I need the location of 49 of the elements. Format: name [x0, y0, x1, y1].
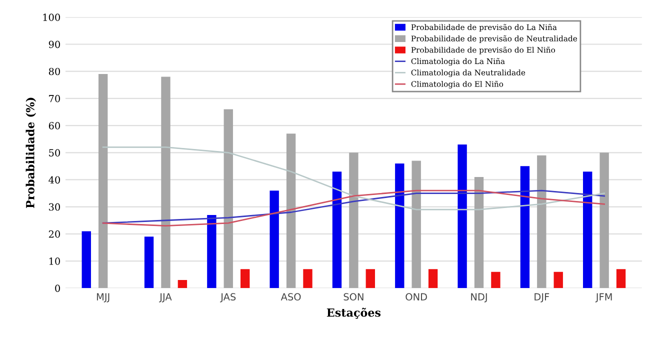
bar: [554, 272, 563, 288]
y-axis-title: Probabilidade (%): [26, 98, 36, 208]
y-tick-label: 60: [48, 122, 60, 130]
bar: [537, 155, 546, 288]
bar: [240, 269, 250, 288]
bar: [520, 166, 530, 288]
bar: [270, 190, 279, 288]
x-axis-title: Estações: [326, 308, 381, 319]
y-tick-label: 10: [49, 258, 60, 265]
bar: [161, 76, 170, 288]
x-tick-label: JAS: [220, 293, 236, 302]
x-tick-label: OND: [406, 293, 427, 301]
bar: [600, 152, 609, 288]
y-tick-label: 40: [48, 176, 60, 184]
bar: [178, 280, 188, 288]
x-tick-label: ASO: [280, 293, 301, 301]
bar: [349, 152, 358, 288]
x-tick-label: MJJ: [96, 293, 110, 302]
y-tick-label: 50: [49, 149, 60, 156]
bar: [303, 269, 312, 288]
y-tick-label: 90: [48, 40, 60, 48]
bar: [395, 163, 404, 288]
bar: [98, 74, 108, 288]
line-series: [102, 146, 606, 210]
x-tick-label: NDJ: [471, 293, 487, 302]
bar: [366, 269, 375, 288]
bar: [224, 109, 233, 288]
y-tick-label: 30: [49, 203, 60, 211]
x-tick-label: JFM: [595, 293, 612, 302]
x-tick-label: SON: [344, 293, 364, 301]
bar: [428, 269, 438, 288]
y-tick-label: 80: [48, 68, 60, 76]
x-tick-label: JJA: [159, 293, 172, 302]
bar: [332, 172, 342, 288]
bar: [474, 177, 484, 288]
bar: [616, 269, 626, 288]
bar: [491, 272, 500, 288]
bar: [207, 214, 216, 288]
y-tick-label: 20: [48, 230, 60, 238]
bar: [583, 172, 592, 288]
bar: [82, 231, 91, 288]
y-tick-label: 70: [49, 94, 60, 102]
bar: [458, 144, 467, 288]
x-tick-label: DJF: [534, 293, 550, 302]
bar: [144, 236, 154, 288]
y-tick-label: 100: [43, 14, 60, 21]
bar: [412, 160, 421, 288]
y-tick-label: 0: [55, 284, 60, 292]
bar: [286, 134, 296, 288]
